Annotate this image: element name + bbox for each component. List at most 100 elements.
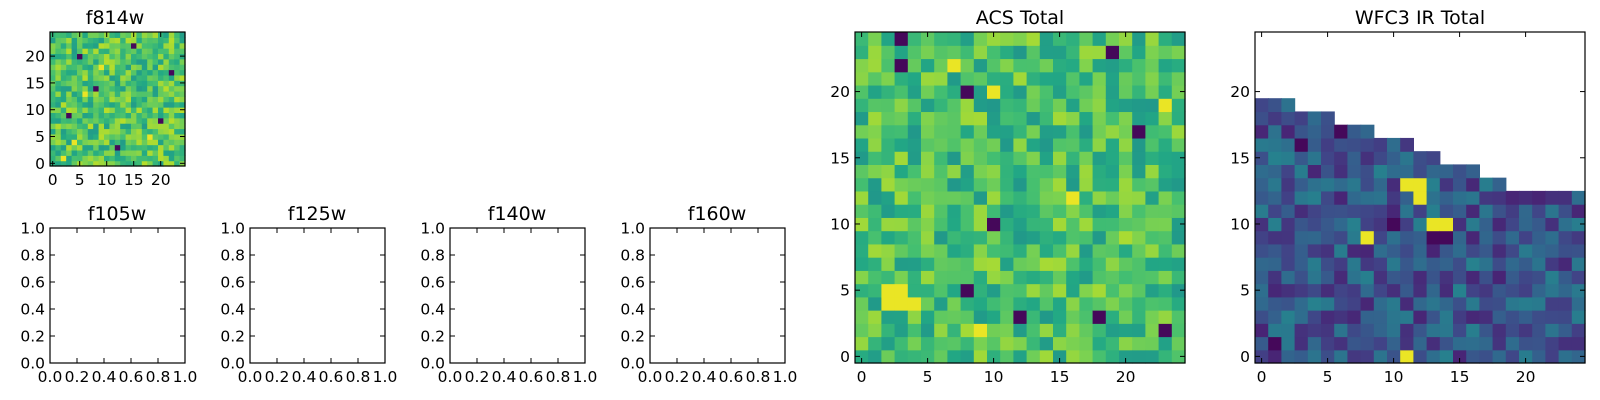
heatmap-cell <box>131 139 137 146</box>
heatmap-cell <box>987 177 1001 192</box>
heatmap-cell <box>125 80 132 87</box>
heatmap-cell <box>987 270 1001 285</box>
heatmap-cell <box>1079 230 1094 245</box>
heatmap-cell <box>1413 296 1428 311</box>
heatmap-cell <box>147 42 154 49</box>
heatmap-cell <box>104 53 110 60</box>
heatmap-cell <box>1426 270 1441 285</box>
heatmap-cell <box>163 155 170 162</box>
heatmap-cell <box>1532 323 1546 338</box>
heatmap-cell <box>1255 270 1269 285</box>
heatmap-cell <box>1558 296 1573 311</box>
heatmap-cell <box>1479 190 1494 205</box>
heatmap-cell <box>1158 177 1173 192</box>
heatmap-cell <box>1092 336 1107 351</box>
x-tick-label: 20 <box>151 171 171 189</box>
heatmap-cell <box>104 155 110 162</box>
heatmap-cell <box>163 53 170 60</box>
heatmap-cell <box>125 117 132 124</box>
heatmap-cell <box>109 69 116 76</box>
heatmap-cell <box>1413 177 1428 192</box>
heatmap-cell <box>1000 164 1014 179</box>
heatmap-cell <box>1092 58 1107 73</box>
heatmap-cell <box>1079 323 1094 338</box>
heatmap-cell <box>82 117 89 124</box>
heatmap-cell <box>152 117 159 124</box>
heatmap-cell <box>960 71 975 86</box>
heatmap-cell <box>1013 217 1028 232</box>
heatmap-cell <box>158 74 164 81</box>
heatmap-cell <box>179 74 186 81</box>
heatmap-cell <box>71 107 78 113</box>
heatmap-cell <box>1105 151 1120 165</box>
heatmap-cell <box>158 42 164 49</box>
heatmap-cell <box>960 257 975 271</box>
heatmap-cell <box>60 155 67 162</box>
heatmap-cell <box>152 53 159 60</box>
heatmap-cell <box>71 53 78 60</box>
heatmap-cell <box>855 71 869 86</box>
heatmap-cell <box>114 96 121 103</box>
heatmap-cell <box>93 90 100 97</box>
heatmap-cell <box>87 96 94 103</box>
heatmap-cell <box>1439 257 1454 271</box>
heatmap-cell <box>109 149 116 156</box>
heatmap-cell <box>1519 296 1533 311</box>
heatmap-cell <box>987 111 1001 126</box>
heatmap-cell <box>881 84 896 99</box>
heatmap-cell <box>1013 230 1028 245</box>
heatmap-cell <box>1347 349 1362 364</box>
heatmap-cell <box>1171 84 1186 99</box>
heatmap-cell <box>158 37 164 44</box>
heatmap-cell <box>1039 349 1054 364</box>
heatmap-cell <box>87 90 94 97</box>
heatmap-cell <box>147 37 154 44</box>
heatmap-cell <box>1039 283 1054 298</box>
heatmap-cell <box>77 85 83 92</box>
heatmap-cell <box>104 74 110 81</box>
heatmap-cell <box>921 243 935 258</box>
heatmap-cell <box>921 310 935 324</box>
heatmap-cell <box>93 85 100 92</box>
heatmap-cell <box>881 98 896 113</box>
heatmap-cell <box>1466 257 1480 271</box>
heatmap-cell <box>1026 137 1041 152</box>
heatmap-cell <box>1281 296 1296 311</box>
heatmap-cell <box>1119 84 1133 99</box>
heatmap-cell <box>60 149 67 156</box>
heatmap-cell <box>1307 270 1322 285</box>
heatmap-cell <box>131 123 137 130</box>
heatmap-cell <box>973 98 988 113</box>
heatmap-cell <box>881 177 896 192</box>
heatmap-cell <box>973 230 988 245</box>
heatmap-cell <box>881 137 896 152</box>
heatmap-cell <box>1439 164 1454 179</box>
heatmap-cell <box>881 190 896 205</box>
heatmap-cell <box>152 85 159 92</box>
heatmap-cell <box>1145 243 1160 258</box>
heatmap-cell <box>1479 257 1494 271</box>
heatmap-cell <box>125 48 132 55</box>
heatmap-cell <box>1013 177 1028 192</box>
heatmap-cell <box>1400 137 1414 152</box>
heatmap-cell <box>1145 177 1160 192</box>
heatmap-cell <box>894 58 909 73</box>
heatmap-cell <box>1026 32 1041 46</box>
heatmap-cell <box>109 48 116 55</box>
heatmap-cell <box>1439 230 1454 245</box>
heatmap-cell <box>987 349 1001 364</box>
heatmap-cell <box>66 48 73 55</box>
heatmap-cell <box>1373 151 1388 165</box>
heatmap-cell <box>1158 164 1173 179</box>
heatmap-cell <box>868 243 882 258</box>
heatmap-cell <box>1532 243 1546 258</box>
heatmap-cell <box>1255 217 1269 232</box>
heatmap-cell <box>1105 164 1120 179</box>
heatmap-cell <box>163 80 170 87</box>
x-tick-label: 0.0 <box>638 368 663 386</box>
heatmap-cell <box>1255 137 1269 152</box>
heatmap-cell <box>960 124 975 139</box>
heatmap-cell <box>77 42 83 49</box>
heatmap-cell <box>1294 283 1309 298</box>
